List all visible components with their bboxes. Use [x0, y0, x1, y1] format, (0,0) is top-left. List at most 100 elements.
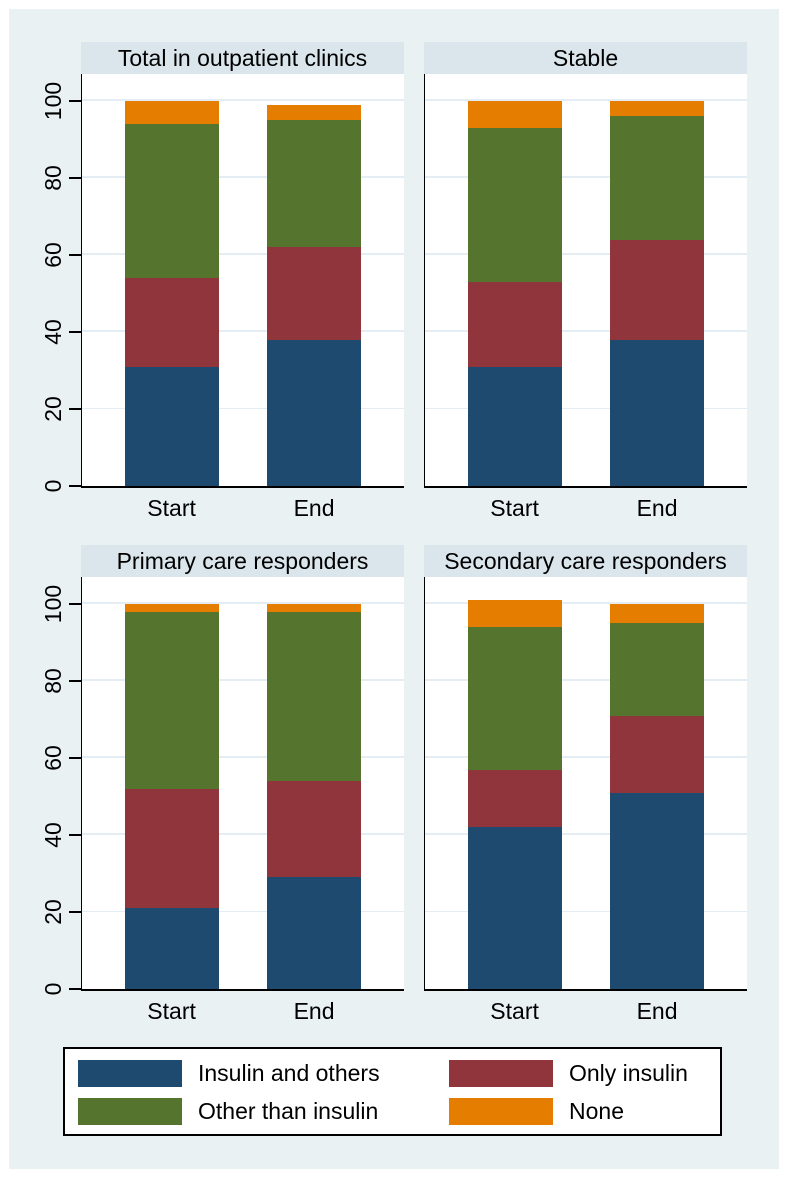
segment-other-than-insulin[interactable] [468, 127, 563, 282]
x-axis-labels: Start End [424, 991, 747, 1025]
panel-total-outpatient-clinics: Total in outpatient clinics 0 20 40 60 80 100… [40, 42, 404, 522]
gridline-60 [82, 253, 404, 255]
segment-only-insulin[interactable] [125, 278, 220, 367]
segment-other-than-insulin[interactable] [267, 611, 362, 782]
legend-item-other-than-insulin: Other than insulin [78, 1098, 378, 1125]
bar-start[interactable] [125, 74, 220, 486]
segment-insulin-and-others[interactable] [468, 827, 563, 989]
legend-swatch-navy [78, 1060, 182, 1087]
segment-none[interactable] [468, 600, 563, 628]
segment-other-than-insulin[interactable] [125, 611, 220, 789]
y-tick-label-40: 40 [40, 319, 66, 345]
segment-only-insulin[interactable] [468, 281, 563, 367]
y-tick-40 [68, 330, 81, 333]
segment-insulin-and-others[interactable] [125, 908, 220, 989]
legend-label: Only insulin [569, 1060, 688, 1086]
bar-start[interactable] [125, 577, 220, 989]
y-tick-label-0: 0 [40, 982, 66, 996]
x-axis-labels: Start End [424, 488, 747, 522]
legend-item-insulin-and-others: Insulin and others [78, 1060, 380, 1087]
legend-swatch-green [78, 1098, 182, 1125]
bar-start[interactable] [468, 74, 563, 486]
gridline-40 [425, 330, 747, 332]
segment-none[interactable] [125, 603, 220, 612]
bar-end[interactable] [267, 577, 362, 989]
y-tick-60 [68, 253, 81, 256]
segment-none[interactable] [267, 104, 362, 121]
y-tick-0 [68, 485, 81, 487]
gridline-60 [425, 756, 747, 758]
segment-none[interactable] [468, 100, 563, 128]
gridline-20 [82, 910, 404, 912]
y-tick-100 [68, 99, 81, 102]
y-tick-100 [68, 602, 81, 605]
plot-area: 0 20 40 60 80 100 [40, 74, 404, 492]
bar-end[interactable] [267, 74, 362, 486]
segment-insulin-and-others[interactable] [267, 877, 362, 989]
segment-none[interactable] [267, 603, 362, 612]
segment-none[interactable] [125, 100, 220, 125]
gridline-100 [425, 99, 747, 101]
legend-box: Insulin and others Only insulin Other th… [63, 1047, 722, 1136]
segment-only-insulin[interactable] [267, 781, 362, 878]
gridline-60 [82, 756, 404, 758]
panel-title-strip: Primary care responders [81, 545, 404, 577]
gridline-20 [82, 407, 404, 409]
bar-end[interactable] [610, 74, 705, 486]
x-tick-label-end: End [636, 998, 678, 1024]
gridline-20 [425, 407, 747, 409]
segment-other-than-insulin[interactable] [610, 623, 705, 716]
bar-start[interactable] [468, 577, 563, 989]
panel-title: Secondary care responders [444, 548, 727, 574]
legend-item-none: None [449, 1098, 624, 1125]
gridline-100 [82, 602, 404, 604]
x-axis-labels: Start End [81, 488, 404, 522]
y-tick-label-60: 60 [40, 745, 66, 771]
legend-label: None [569, 1098, 624, 1124]
y-tick-label-60: 60 [40, 242, 66, 268]
y-tick-20 [68, 911, 81, 913]
segment-only-insulin[interactable] [468, 769, 563, 828]
bar-end[interactable] [610, 577, 705, 989]
y-tick-label-100: 100 [40, 584, 66, 624]
segment-only-insulin[interactable] [610, 239, 705, 340]
x-tick-label-start: Start [490, 495, 539, 521]
segment-only-insulin[interactable] [267, 247, 362, 340]
segment-only-insulin[interactable] [610, 715, 705, 793]
x-tick-label-end: End [293, 495, 335, 521]
segment-none[interactable] [610, 603, 705, 624]
legend-swatch-maroon [449, 1060, 553, 1087]
panel-title: Total in outpatient clinics [117, 45, 368, 71]
segment-insulin-and-others[interactable] [125, 366, 220, 486]
gridline-100 [425, 602, 747, 604]
y-tick-80 [68, 679, 81, 682]
segment-insulin-and-others[interactable] [468, 366, 563, 486]
segment-other-than-insulin[interactable] [610, 116, 705, 240]
plot-area [424, 577, 747, 991]
legend-label: Other than insulin [198, 1098, 379, 1124]
plot-area: 0 20 40 60 80 100 [40, 577, 404, 995]
segment-other-than-insulin[interactable] [267, 120, 362, 248]
x-tick-label-end: End [293, 998, 335, 1024]
legend-item-only-insulin: Only insulin [449, 1060, 688, 1087]
x-tick-label-end: End [636, 495, 678, 521]
y-tick-label-0: 0 [40, 479, 66, 493]
legend-label: Insulin and others [198, 1060, 380, 1086]
y-tick-label-20: 20 [40, 899, 66, 925]
gridline-80 [82, 679, 404, 681]
segment-other-than-insulin[interactable] [125, 124, 220, 279]
y-tick-label-100: 100 [40, 81, 66, 121]
panel-secondary-care-responders: Secondary care responders Start End [424, 545, 747, 1025]
segment-other-than-insulin[interactable] [468, 627, 563, 770]
panel-title-strip: Total in outpatient clinics [81, 42, 404, 74]
segment-insulin-and-others[interactable] [610, 339, 705, 486]
segment-only-insulin[interactable] [125, 788, 220, 909]
segment-none[interactable] [610, 100, 705, 117]
segment-insulin-and-others[interactable] [267, 339, 362, 486]
panel-title-strip: Secondary care responders [424, 545, 747, 577]
plot-area [424, 74, 747, 488]
gridline-20 [425, 910, 747, 912]
segment-insulin-and-others[interactable] [610, 792, 705, 989]
y-tick-0 [68, 988, 81, 990]
